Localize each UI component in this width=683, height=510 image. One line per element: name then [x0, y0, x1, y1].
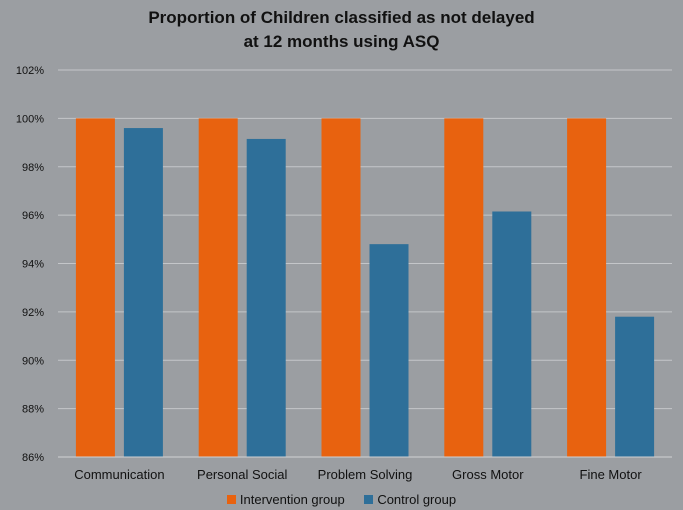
plot-area: 86% 88% 90% 92% 94% 96% 98% 100% 102% Communicati… — [16, 65, 672, 482]
x-tick-label: Problem Solving — [318, 467, 413, 482]
legend-label-intervention: Intervention group — [239, 492, 345, 507]
legend-item-intervention: Intervention group — [226, 492, 345, 507]
y-tick-label: 92% — [22, 307, 44, 319]
legend-swatch-control — [364, 495, 374, 504]
y-tick-label: 90% — [22, 355, 44, 367]
bar-control-gross-motor — [492, 211, 532, 457]
chart-title-line-1: Proportion of Children classified as not… — [148, 8, 535, 27]
y-tick-label: 102% — [16, 65, 44, 77]
bars — [75, 118, 655, 458]
y-tick-label: 100% — [16, 113, 44, 125]
y-tick-label: 94% — [22, 259, 44, 271]
y-tick-label: 88% — [22, 404, 44, 416]
legend: Intervention group Control group — [0, 492, 683, 507]
x-tick-label: Personal Social — [197, 467, 287, 482]
bar-intervention-personal-social — [198, 118, 238, 457]
bar-intervention-gross-motor — [444, 118, 484, 457]
x-tick-label: Fine Motor — [580, 467, 643, 482]
legend-item-control: Control group — [364, 492, 456, 507]
y-tick-label: 86% — [22, 452, 44, 464]
bar-control-personal-social — [246, 138, 286, 457]
axes: 86% 88% 90% 92% 94% 96% 98% 100% 102% Communicati… — [16, 65, 672, 482]
bar-control-problem-solving — [369, 244, 409, 457]
legend-swatch-intervention — [226, 495, 236, 504]
legend-label-control: Control group — [377, 492, 457, 507]
chart-title-line-2: at 12 months using ASQ — [243, 32, 440, 51]
bar-intervention-communication — [75, 118, 115, 457]
x-tick-label: Gross Motor — [452, 467, 524, 482]
y-tick-label: 98% — [22, 162, 44, 174]
y-tick-label: 96% — [22, 210, 44, 222]
bar-control-fine-motor — [615, 316, 655, 457]
bar-intervention-fine-motor — [567, 118, 607, 457]
x-tick-label: Communication — [74, 467, 164, 482]
bar-intervention-problem-solving — [321, 118, 361, 457]
bar-control-communication — [123, 128, 163, 458]
